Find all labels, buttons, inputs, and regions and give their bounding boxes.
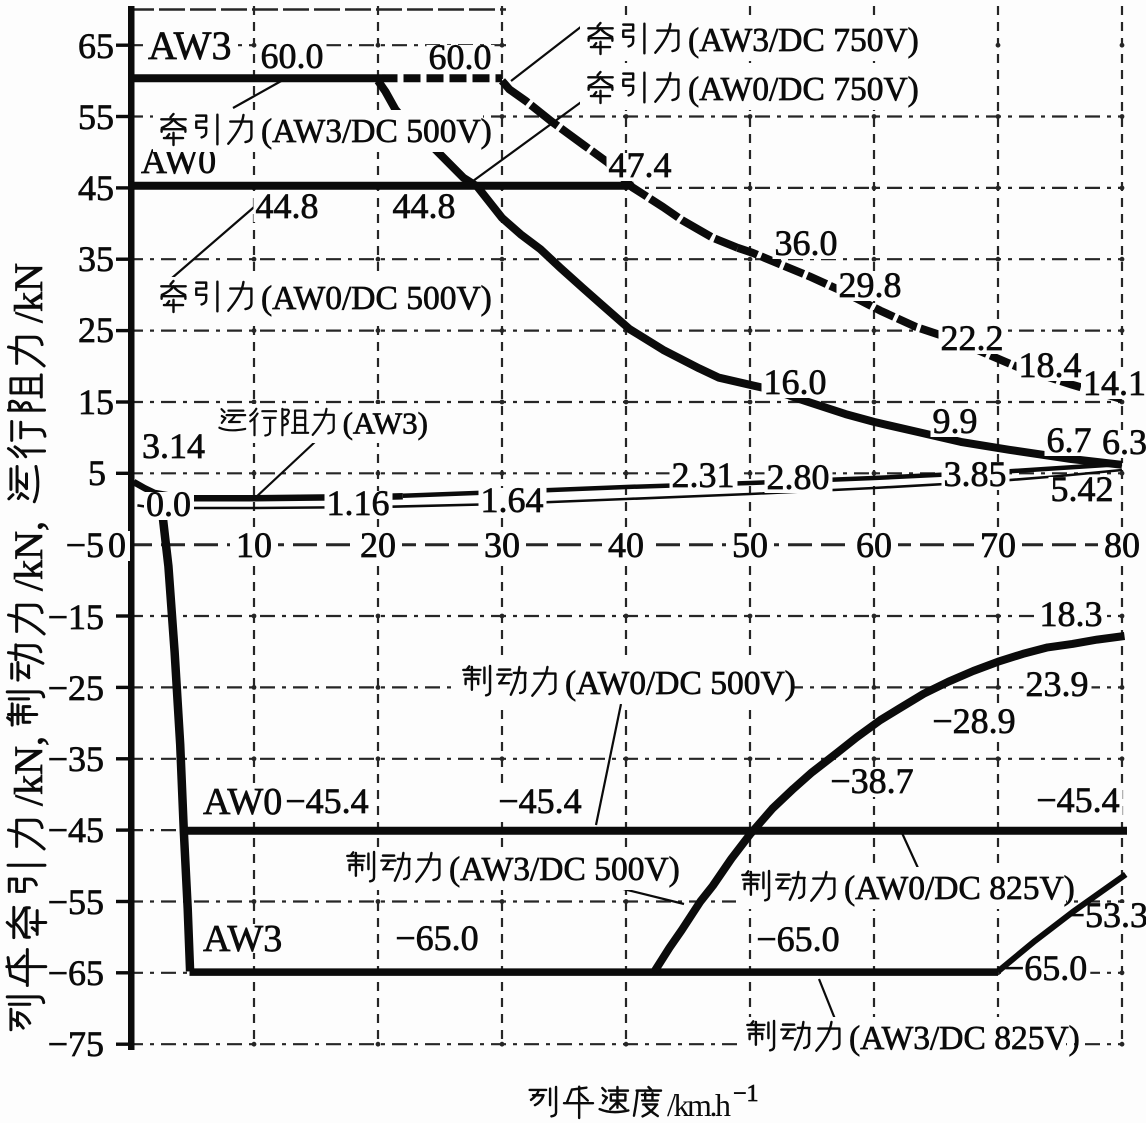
svg-text:−45.4: −45.4 <box>498 781 581 821</box>
svg-text:0: 0 <box>108 525 126 565</box>
svg-text:6.7: 6.7 <box>1047 420 1092 460</box>
svg-text:/kN,: /kN, <box>6 521 51 591</box>
svg-text:55: 55 <box>78 97 114 137</box>
svg-text:18.4: 18.4 <box>1019 345 1082 385</box>
svg-text:−1: −1 <box>733 1081 759 1107</box>
svg-text:(AW3): (AW3) <box>343 405 428 440</box>
svg-text:45: 45 <box>78 168 114 208</box>
svg-text:−55: −55 <box>48 882 104 922</box>
svg-text:14.1: 14.1 <box>1083 363 1146 403</box>
svg-text:/km.h: /km.h <box>667 1087 731 1123</box>
svg-text:6.3: 6.3 <box>1102 422 1146 462</box>
svg-text:23.9: 23.9 <box>1026 664 1089 704</box>
svg-text:−38.7: −38.7 <box>830 761 913 801</box>
svg-text:1.16: 1.16 <box>327 483 390 523</box>
svg-text:−45.4: −45.4 <box>1036 780 1119 820</box>
svg-text:(AW3/DC 500V): (AW3/DC 500V) <box>449 851 680 888</box>
svg-text:−75: −75 <box>48 1024 104 1064</box>
svg-text:5: 5 <box>88 453 106 493</box>
svg-text:(AW0/DC 500V): (AW0/DC 500V) <box>261 280 492 317</box>
svg-text:60.0: 60.0 <box>261 36 324 76</box>
svg-text:2.31: 2.31 <box>672 455 735 495</box>
svg-text:29.8: 29.8 <box>839 265 902 305</box>
svg-text:/kN,: /kN, <box>6 736 51 806</box>
svg-text:(AW0/DC 500V): (AW0/DC 500V) <box>565 665 796 702</box>
svg-text:16.0: 16.0 <box>764 362 827 402</box>
svg-text:20: 20 <box>360 525 396 565</box>
svg-text:−15: −15 <box>48 597 104 637</box>
svg-text:0.0: 0.0 <box>146 484 191 524</box>
svg-text:15: 15 <box>78 382 114 422</box>
svg-text:/kN: /kN <box>6 263 51 323</box>
svg-text:70: 70 <box>980 525 1016 565</box>
svg-text:22.2: 22.2 <box>941 318 1004 358</box>
svg-text:44.8: 44.8 <box>256 186 319 226</box>
svg-text:30: 30 <box>484 525 520 565</box>
svg-text:−25: −25 <box>48 668 104 708</box>
svg-text:25: 25 <box>78 310 114 350</box>
svg-text:50: 50 <box>732 525 768 565</box>
svg-text:−53.3: −53.3 <box>1065 895 1146 935</box>
svg-text:−65.0: −65.0 <box>395 918 478 958</box>
svg-text:AW3: AW3 <box>203 918 282 960</box>
svg-text:40: 40 <box>608 525 644 565</box>
svg-text:5.42: 5.42 <box>1051 469 1114 509</box>
svg-text:80: 80 <box>1104 525 1140 565</box>
svg-text:36.0: 36.0 <box>775 223 838 263</box>
svg-text:60: 60 <box>856 525 892 565</box>
svg-text:35: 35 <box>78 239 114 279</box>
svg-text:10: 10 <box>236 525 272 565</box>
svg-text:(AW3/DC 500V): (AW3/DC 500V) <box>261 113 492 150</box>
svg-text:−65.0: −65.0 <box>756 919 839 959</box>
svg-text:−35: −35 <box>48 739 104 779</box>
svg-text:2.80: 2.80 <box>767 457 830 497</box>
svg-text:(AW0/DC 825V): (AW0/DC 825V) <box>844 870 1075 907</box>
svg-text:−45.4: −45.4 <box>285 781 368 821</box>
svg-text:−65: −65 <box>48 953 104 993</box>
svg-text:44.8: 44.8 <box>393 186 456 226</box>
svg-text:3.85: 3.85 <box>944 454 1007 494</box>
svg-text:(AW0/DC 750V): (AW0/DC 750V) <box>688 71 919 108</box>
svg-text:AW0: AW0 <box>203 781 282 823</box>
svg-text:(AW3/DC 825V): (AW3/DC 825V) <box>849 1020 1080 1057</box>
svg-text:60.0: 60.0 <box>429 37 492 77</box>
svg-text:47.4: 47.4 <box>609 145 672 185</box>
svg-text:−28.9: −28.9 <box>932 701 1015 741</box>
svg-text:3.14: 3.14 <box>142 426 205 466</box>
svg-text:65: 65 <box>78 26 114 66</box>
svg-text:18.3: 18.3 <box>1040 594 1103 634</box>
svg-text:1.64: 1.64 <box>481 480 544 520</box>
svg-text:AW3: AW3 <box>148 23 231 68</box>
svg-text:−45: −45 <box>48 810 104 850</box>
svg-text:9.9: 9.9 <box>933 401 978 441</box>
svg-text:(AW3/DC 750V): (AW3/DC 750V) <box>688 22 919 59</box>
svg-text:−5: −5 <box>66 525 104 565</box>
